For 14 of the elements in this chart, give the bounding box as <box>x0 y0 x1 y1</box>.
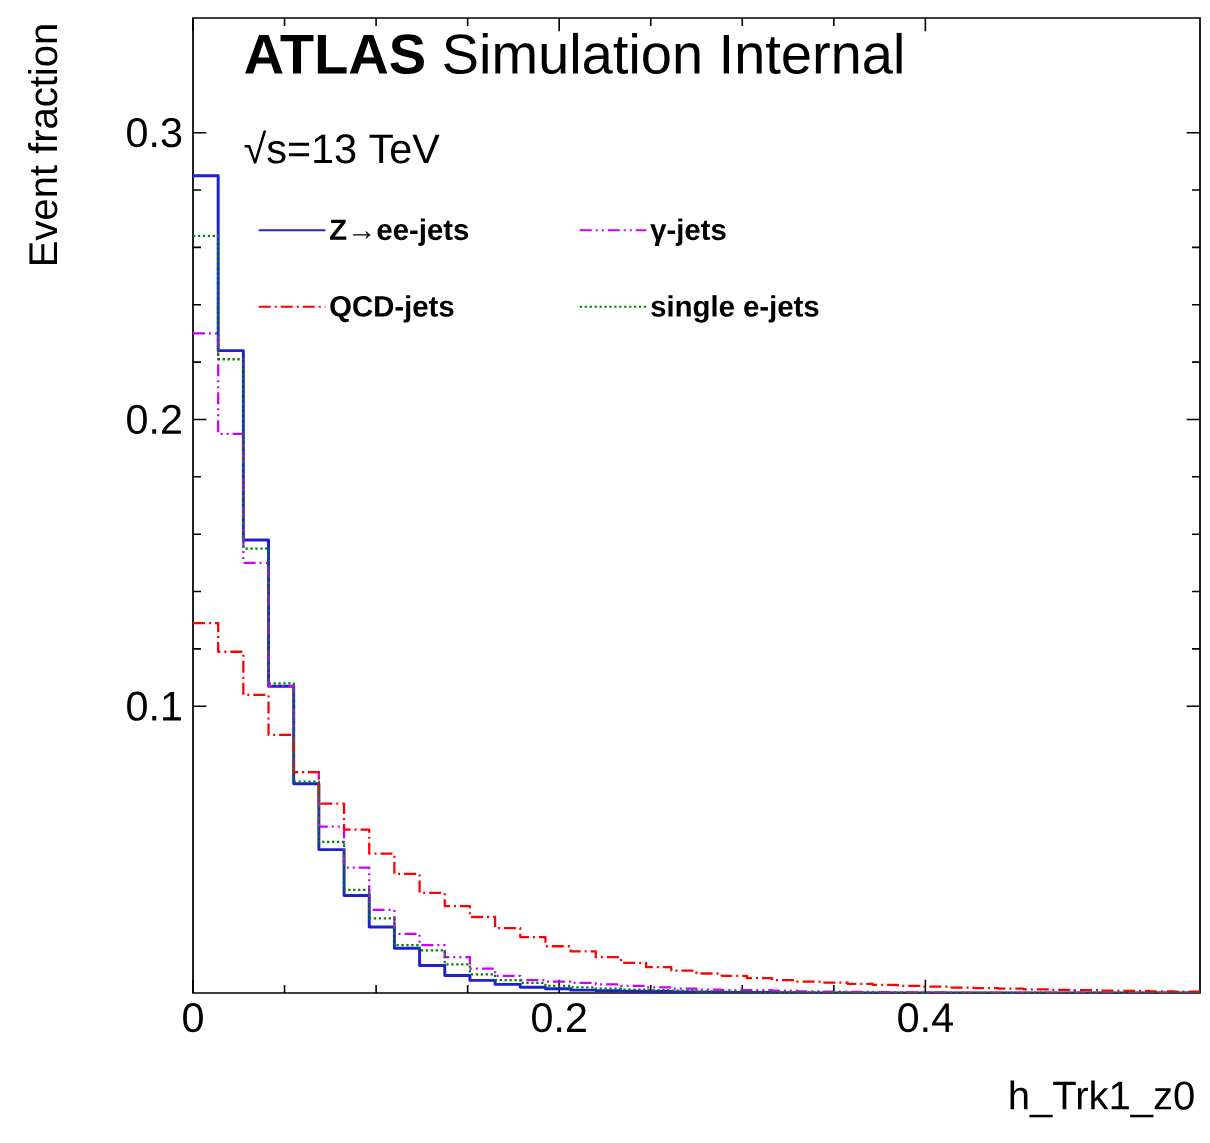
x-tick-label: 0 <box>183 1003 203 1033</box>
legend-label: single e-jets <box>651 295 819 323</box>
x-tick-label: 0.4 <box>898 1003 953 1033</box>
annotation: √s=13 TeV <box>244 130 440 164</box>
y-axis-title: Event fraction <box>28 25 58 264</box>
y-tick-label: 0.3 <box>127 118 182 148</box>
y-tick-label: 0.2 <box>127 404 181 435</box>
legend-label: QCD-jets <box>330 295 454 323</box>
legend-label: Z→ee-jets <box>330 218 469 246</box>
x-tick-label: 0.2 <box>532 1003 586 1033</box>
legend-label: γ-jets <box>650 218 726 246</box>
y-tick-label: 0.1 <box>127 691 181 721</box>
x-axis-title: h_Trk1_z0 <box>1010 1080 1194 1118</box>
annotation: ATLAS Simulation Internal <box>245 32 902 75</box>
